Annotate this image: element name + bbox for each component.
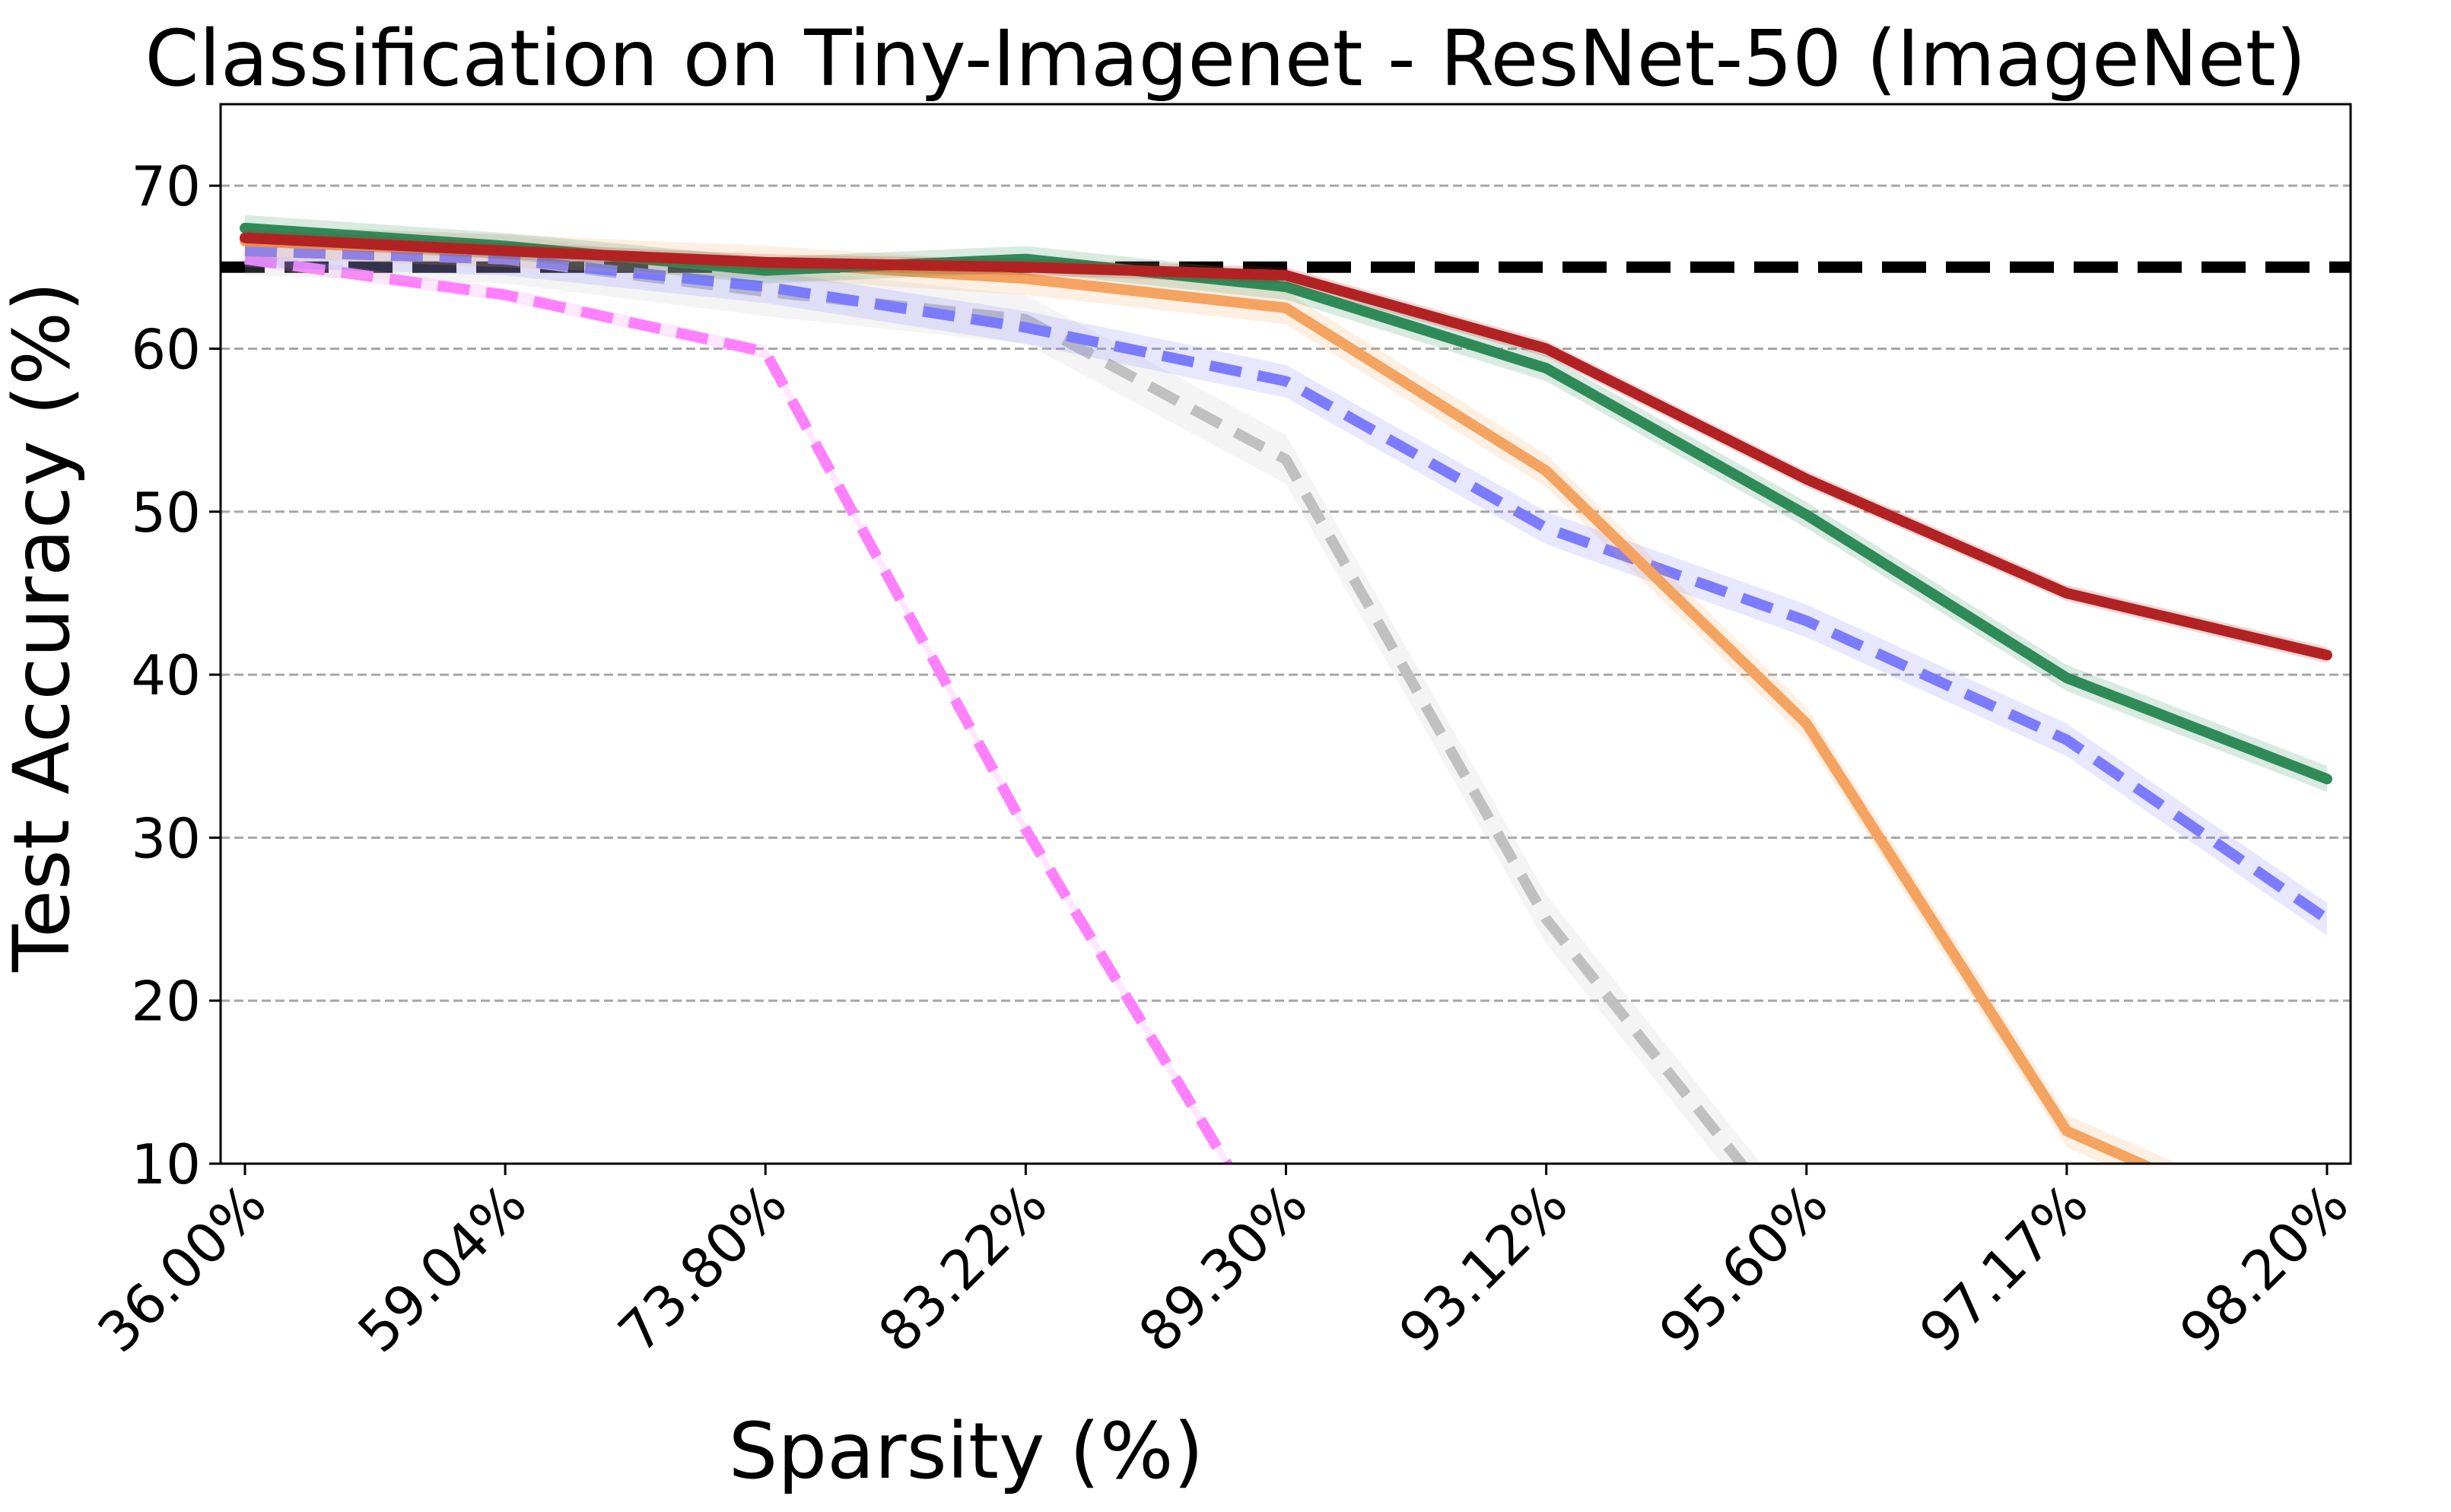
series-0-line [244,253,1234,1164]
y-tick-label: 10 [131,1132,201,1196]
series-5-line [240,232,2332,661]
x-tick-label: 59.04% [346,1172,539,1365]
series-3-band [245,224,2179,1164]
x-tick-label: 73.80% [606,1172,800,1365]
x-tick-label: 83.22% [866,1172,1060,1365]
series-layer [221,214,2351,1164]
y-tick-label: 70 [131,154,201,218]
y-axis: 10 20 30 40 50 60 70 [131,154,221,1196]
y-tick-label: 60 [131,317,201,381]
y-tick-label: 30 [131,806,201,870]
y-tick-label: 20 [131,970,201,1034]
x-axis-label: Sparsity (%) [729,1406,1204,1497]
x-tick-label: 93.12% [1387,1172,1580,1365]
x-tick-label: 89.30% [1127,1172,1320,1365]
y-tick-label: 50 [131,481,201,545]
x-tick-label: 97.17% [1907,1172,2100,1365]
x-tick-label: 95.60% [1647,1172,1840,1365]
series-1-line [244,245,1749,1164]
chart-title: Classification on Tiny-Imagenet - ResNet… [145,14,2306,104]
x-axis: 36.00% 59.04% 73.80% 83.22% 89.30% 93.12% 95.6… [85,1164,2360,1364]
plot-area [219,103,2352,1165]
y-axis-label: Test Accuracy (%) [0,281,87,973]
y-tick-label: 40 [131,643,201,707]
series-0-band [245,253,1232,1164]
series-2-band [245,234,2327,935]
x-tick-label: 98.20% [2167,1172,2360,1365]
x-tick-label: 36.00% [85,1172,278,1365]
gridlines [221,184,2351,1002]
series-2-line [244,245,2330,924]
